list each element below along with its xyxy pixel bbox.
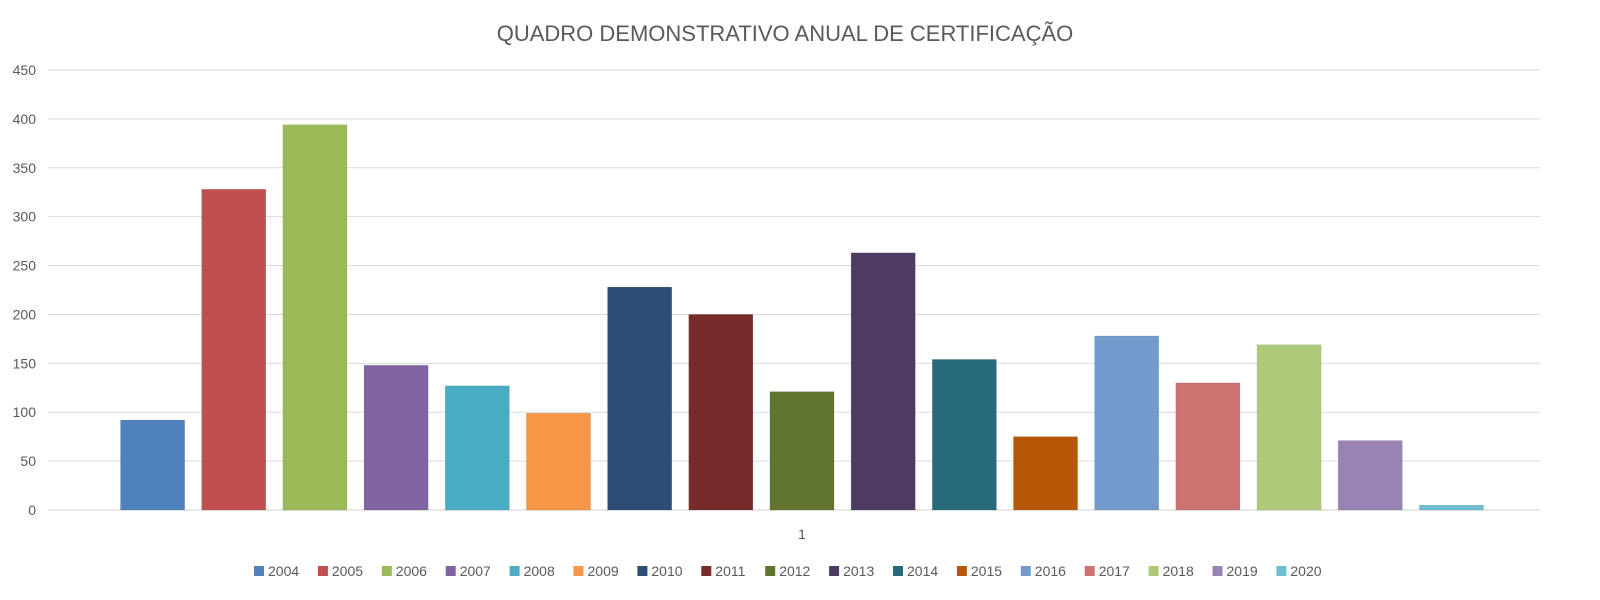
legend-label-2007: 2007 [460,563,491,579]
legend-label-2004: 2004 [268,563,299,579]
bar-2020 [1419,504,1484,511]
legend-swatch-2015 [956,566,967,576]
legend-label-2015: 2015 [971,563,1002,579]
legend-swatch-2012 [765,566,776,576]
legend-label-2012: 2012 [779,563,810,579]
bar-2005 [201,188,267,511]
bars [120,124,1484,511]
x-category-label: 1 [798,526,806,542]
bar-2011 [688,314,754,511]
legend-swatch-2020 [1276,566,1287,576]
legend-label-2016: 2016 [1035,563,1066,579]
legend-swatch-2018 [1148,566,1159,576]
legend-swatch-2004 [254,566,264,576]
legend-label-2020: 2020 [1290,563,1321,579]
y-tick-label: 300 [13,209,37,225]
bar-2017 [1175,382,1241,511]
bar-2013 [850,252,916,511]
x-axis: 1 [798,526,806,542]
y-tick-label: 250 [13,258,37,274]
y-tick-label: 350 [13,160,37,176]
legend-swatch-2014 [893,566,903,576]
bar-2010 [607,286,673,511]
legend-label-2013: 2013 [843,563,874,579]
legend-swatch-2010 [637,566,648,576]
bar-2019 [1337,440,1403,511]
legend-label-2005: 2005 [332,563,363,579]
legend-swatch-2007 [445,566,456,576]
bar-2007 [363,364,429,511]
y-tick-label: 450 [13,62,37,78]
bar-2004 [120,419,185,511]
chart-title: QUADRO DEMONSTRATIVO ANUAL DE CERTIFICAÇ… [497,21,1074,46]
legend-swatch-2008 [509,566,520,576]
y-tick-label: 200 [13,306,37,322]
y-tick-label: 400 [13,111,37,127]
legend-swatch-2016 [1020,566,1031,576]
legend-label-2019: 2019 [1227,563,1258,579]
legend-swatch-2019 [1212,566,1223,576]
legend-swatch-2013 [829,566,840,576]
legend: 2004 2005 2006 2007 2008 2009 2010 2011 2012 2013… [254,563,1322,579]
legend-label-2011: 2011 [715,563,745,579]
legend-label-2017: 2017 [1099,563,1130,579]
legend-swatch-2009 [573,566,584,576]
legend-swatch-2011 [701,566,712,576]
legend-swatch-2017 [1084,566,1095,576]
legend-label-2006: 2006 [396,563,427,579]
y-axis: 0 50 100 150 200 250 300 350 400 450 [13,62,37,518]
bar-2008 [444,385,510,511]
y-tick-label: 0 [28,502,36,518]
bar-2012 [769,391,835,511]
legend-label-2010: 2010 [651,563,682,579]
bar-2018 [1256,344,1322,511]
bar-2015 [1013,436,1078,511]
legend-swatch-2005 [317,566,328,576]
legend-swatch-2006 [381,566,392,576]
y-tick-label: 50 [20,453,36,469]
y-tick-label: 150 [13,355,37,371]
legend-label-2008: 2008 [524,563,555,579]
bar-2014 [931,359,997,511]
bar-2016 [1094,335,1160,511]
legend-label-2018: 2018 [1163,563,1194,579]
bar-2006 [282,124,348,511]
legend-label-2009: 2009 [588,563,619,579]
legend-label-2014: 2014 [907,563,938,579]
bar-2009 [526,412,591,511]
y-tick-label: 100 [13,404,37,420]
